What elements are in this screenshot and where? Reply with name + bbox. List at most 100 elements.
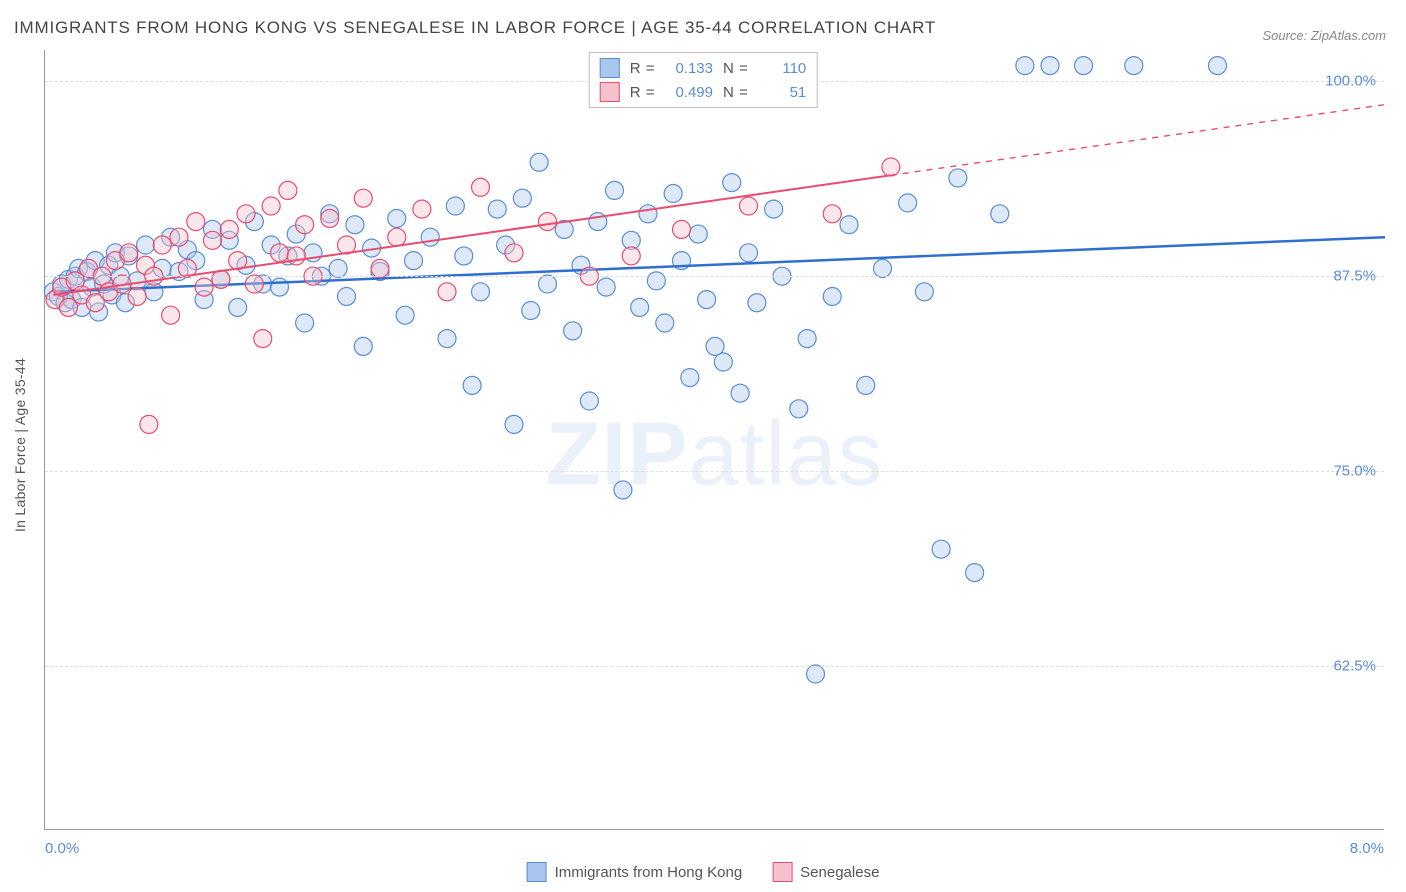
scatter-point bbox=[580, 392, 598, 410]
legend-series-label: Senegalese bbox=[800, 864, 879, 881]
legend-series-label: Immigrants from Hong Kong bbox=[555, 864, 743, 881]
legend-r-value: 0.499 bbox=[665, 84, 713, 101]
scatter-point bbox=[731, 384, 749, 402]
x-tick-label: 8.0% bbox=[1350, 840, 1384, 857]
scatter-point bbox=[823, 287, 841, 305]
scatter-point bbox=[539, 213, 557, 231]
scatter-point bbox=[740, 197, 758, 215]
scatter-point bbox=[647, 272, 665, 290]
scatter-point bbox=[748, 294, 766, 312]
scatter-point bbox=[388, 209, 406, 227]
gridline bbox=[45, 276, 1384, 277]
scatter-point bbox=[798, 330, 816, 348]
legend-series-item: Immigrants from Hong Kong bbox=[527, 862, 743, 882]
scatter-point bbox=[823, 205, 841, 223]
scatter-point bbox=[513, 189, 531, 207]
scatter-point bbox=[966, 564, 984, 582]
scatter-point bbox=[698, 291, 716, 309]
legend-swatch bbox=[527, 862, 547, 882]
scatter-point bbox=[187, 213, 205, 231]
scatter-point bbox=[932, 540, 950, 558]
scatter-point bbox=[153, 236, 171, 254]
legend-r-label: R = bbox=[630, 60, 655, 77]
scatter-point bbox=[1016, 57, 1034, 75]
scatter-point bbox=[262, 197, 280, 215]
scatter-point bbox=[245, 275, 263, 293]
scatter-point bbox=[673, 220, 691, 238]
scatter-point bbox=[128, 287, 146, 305]
scatter-point bbox=[472, 283, 490, 301]
scatter-point bbox=[639, 205, 657, 223]
scatter-point bbox=[530, 153, 548, 171]
scatter-point bbox=[254, 330, 272, 348]
scatter-point bbox=[991, 205, 1009, 223]
legend-correlation-row: R = 0.133 N = 110 bbox=[596, 56, 811, 80]
scatter-point bbox=[714, 353, 732, 371]
scatter-point bbox=[271, 244, 289, 262]
scatter-point bbox=[505, 415, 523, 433]
scatter-point bbox=[237, 205, 255, 223]
y-tick-label: 100.0% bbox=[1325, 73, 1376, 90]
scatter-point bbox=[296, 216, 314, 234]
source-attribution: Source: ZipAtlas.com bbox=[1262, 28, 1386, 43]
scatter-point bbox=[321, 209, 339, 227]
legend-correlation-row: R =0.499N =51 bbox=[596, 80, 811, 104]
scatter-point bbox=[564, 322, 582, 340]
scatter-point bbox=[371, 259, 389, 277]
scatter-point bbox=[413, 200, 431, 218]
legend-n-value: 110 bbox=[758, 60, 806, 77]
scatter-point bbox=[874, 259, 892, 277]
scatter-point bbox=[740, 244, 758, 262]
scatter-point bbox=[204, 231, 222, 249]
scatter-point bbox=[195, 278, 213, 296]
scatter-point bbox=[354, 189, 372, 207]
legend-swatch bbox=[600, 58, 620, 78]
scatter-point bbox=[329, 259, 347, 277]
scatter-point bbox=[597, 278, 615, 296]
scatter-point bbox=[137, 236, 155, 254]
scatter-point bbox=[790, 400, 808, 418]
scatter-point bbox=[606, 181, 624, 199]
legend-swatch bbox=[600, 82, 620, 102]
scatter-point bbox=[622, 247, 640, 265]
scatter-point bbox=[346, 216, 364, 234]
gridline bbox=[45, 666, 1384, 667]
y-axis-title: In Labor Force | Age 35-44 bbox=[12, 358, 28, 532]
x-tick-label: 0.0% bbox=[45, 840, 79, 857]
scatter-point bbox=[170, 228, 188, 246]
legend-series: Immigrants from Hong Kong Senegalese bbox=[527, 862, 880, 882]
scatter-point bbox=[396, 306, 414, 324]
plot-area: ZIPatlas 62.5%75.0%87.5%100.0%0.0%8.0% bbox=[44, 50, 1384, 830]
scatter-point bbox=[840, 216, 858, 234]
legend-r-value: 0.133 bbox=[665, 60, 713, 77]
scatter-point bbox=[857, 376, 875, 394]
scatter-point bbox=[807, 665, 825, 683]
scatter-point bbox=[120, 244, 138, 262]
scatter-point bbox=[287, 247, 305, 265]
scatter-point bbox=[505, 244, 523, 262]
legend-series-item: Senegalese bbox=[772, 862, 879, 882]
legend-swatch bbox=[772, 862, 792, 882]
scatter-point bbox=[140, 415, 158, 433]
scatter-point bbox=[539, 275, 557, 293]
y-tick-label: 87.5% bbox=[1333, 268, 1376, 285]
scatter-point bbox=[1041, 57, 1059, 75]
scatter-point bbox=[446, 197, 464, 215]
scatter-point bbox=[463, 376, 481, 394]
scatter-point bbox=[614, 481, 632, 499]
scatter-point bbox=[229, 298, 247, 316]
scatter-point bbox=[522, 302, 540, 320]
legend-n-label: N = bbox=[723, 60, 748, 77]
scatter-point bbox=[915, 283, 933, 301]
legend-r-label: R = bbox=[630, 84, 655, 101]
scatter-point bbox=[664, 185, 682, 203]
scatter-point bbox=[681, 369, 699, 387]
scatter-point bbox=[656, 314, 674, 332]
scatter-point bbox=[388, 228, 406, 246]
scatter-point bbox=[765, 200, 783, 218]
scatter-point bbox=[949, 169, 967, 187]
scatter-point bbox=[723, 174, 741, 192]
scatter-point bbox=[472, 178, 490, 196]
scatter-point bbox=[296, 314, 314, 332]
scatter-point bbox=[899, 194, 917, 212]
